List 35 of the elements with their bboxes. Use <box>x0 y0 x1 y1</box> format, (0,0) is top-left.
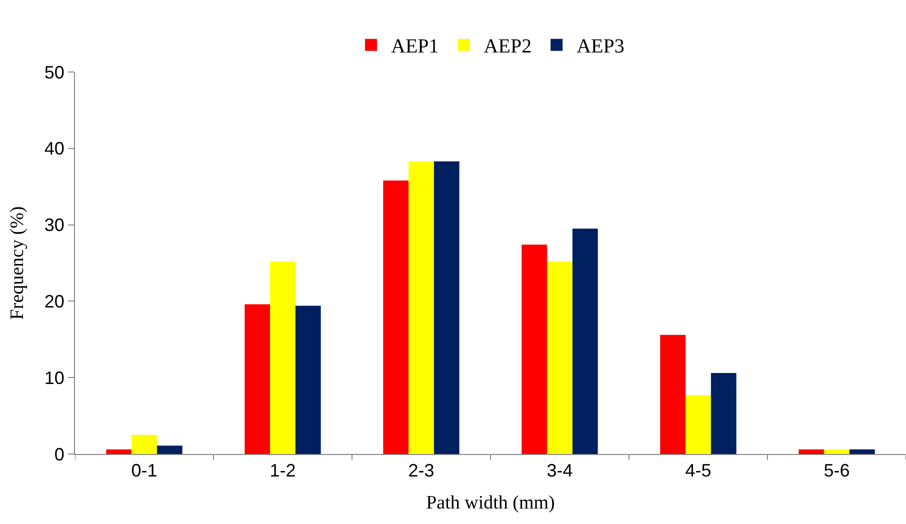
bar <box>295 306 321 454</box>
bar <box>244 304 270 454</box>
legend-label: AEP1 <box>391 36 439 58</box>
x-tick-label: 2-3 <box>408 460 434 481</box>
bar <box>408 161 434 454</box>
bar <box>572 228 598 454</box>
bar <box>798 449 824 454</box>
bar <box>156 446 182 454</box>
x-tick-label: 1-2 <box>270 460 296 481</box>
y-tick-label: 0 <box>54 444 64 464</box>
y-tick-label: 40 <box>44 138 64 159</box>
y-tick-label: 30 <box>44 215 64 236</box>
bar <box>270 261 296 454</box>
x-axis-title: Path width (mm) <box>426 492 555 514</box>
legend-label: AEP3 <box>576 36 624 58</box>
x-tick-label: 4-5 <box>685 460 712 481</box>
bar <box>710 373 736 454</box>
bar <box>106 449 132 454</box>
y-tick-label: 10 <box>44 368 64 388</box>
legend-label: AEP2 <box>484 36 532 58</box>
y-tick-label: 20 <box>44 292 64 312</box>
bar <box>824 449 850 454</box>
x-tick-label: 3-4 <box>546 460 573 481</box>
y-axis-title: Frequency (%) <box>7 206 28 320</box>
bar <box>849 449 875 454</box>
bar <box>434 161 460 454</box>
y-tick-label: 50 <box>44 62 64 82</box>
bar <box>522 244 548 454</box>
bar <box>132 434 157 454</box>
x-tick-label: 5-6 <box>824 460 850 481</box>
bar <box>383 180 409 454</box>
x-tick-label: 0-1 <box>131 460 158 481</box>
bar <box>686 395 711 454</box>
bar <box>547 261 572 454</box>
bar <box>660 334 686 454</box>
